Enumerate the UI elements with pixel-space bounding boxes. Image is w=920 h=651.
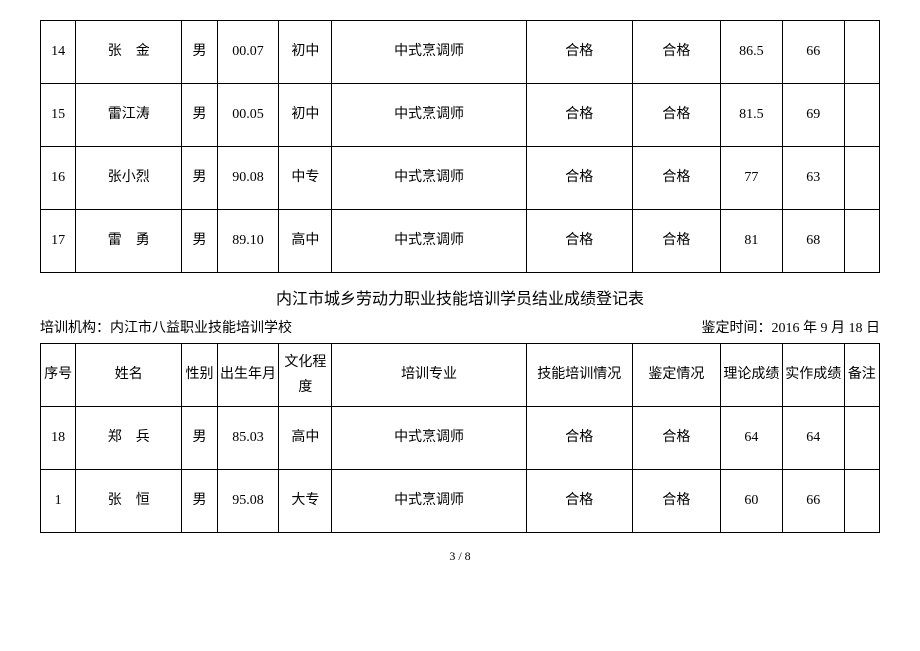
header-birth: 出生年月 [217,344,279,407]
cell-birth: 00.07 [217,21,279,84]
cell-remark [844,407,879,470]
info-line: 培训机构：内江市八益职业技能培训学校 鉴定时间：2016 年 9 月 18 日 [40,317,880,337]
cell-edu: 大专 [279,470,332,533]
cell-seq: 15 [41,84,76,147]
upper-table-body: 14张 金男00.07初中中式烹调师合格合格86.56615雷江涛男00.05初… [41,21,880,273]
table-row: 1张 恒男95.08大专中式烹调师合格合格6066 [41,470,880,533]
cell-eval: 合格 [632,21,720,84]
cell-major: 中式烹调师 [332,84,526,147]
cell-theory: 81 [721,210,783,273]
cell-eval: 合格 [632,210,720,273]
page-number: 3 / 8 [40,549,880,564]
eval-date: 鉴定时间：2016 年 9 月 18 日 [702,317,881,337]
cell-edu: 中专 [279,147,332,210]
lower-table: 序号 姓名 性别 出生年月 文化程度 培训专业 技能培训情况 鉴定情况 理论成绩… [40,343,880,533]
cell-gender: 男 [182,84,217,147]
cell-seq: 16 [41,147,76,210]
cell-major: 中式烹调师 [332,147,526,210]
cell-practice: 69 [782,84,844,147]
cell-edu: 初中 [279,21,332,84]
cell-name: 雷 勇 [76,210,182,273]
cell-theory: 64 [721,407,783,470]
cell-edu: 高中 [279,210,332,273]
header-name: 姓名 [76,344,182,407]
table-row: 18郑 兵男85.03高中中式烹调师合格合格6464 [41,407,880,470]
cell-seq: 14 [41,21,76,84]
cell-gender: 男 [182,210,217,273]
cell-remark [844,470,879,533]
cell-name: 张 恒 [76,470,182,533]
cell-major: 中式烹调师 [332,407,526,470]
cell-gender: 男 [182,21,217,84]
cell-skill: 合格 [526,407,632,470]
cell-remark [844,21,879,84]
header-seq: 序号 [41,344,76,407]
cell-skill: 合格 [526,470,632,533]
table-row: 14张 金男00.07初中中式烹调师合格合格86.566 [41,21,880,84]
section-title: 内江市城乡劳动力职业技能培训学员结业成绩登记表 [40,285,880,309]
header-remark: 备注 [844,344,879,407]
cell-birth: 00.05 [217,84,279,147]
cell-remark [844,210,879,273]
cell-name: 郑 兵 [76,407,182,470]
header-edu: 文化程度 [279,344,332,407]
cell-eval: 合格 [632,84,720,147]
cell-birth: 85.03 [217,407,279,470]
table-row: 15雷江涛男00.05初中中式烹调师合格合格81.569 [41,84,880,147]
table-row: 16张小烈男90.08中专中式烹调师合格合格7763 [41,147,880,210]
cell-gender: 男 [182,470,217,533]
cell-skill: 合格 [526,84,632,147]
cell-seq: 18 [41,407,76,470]
cell-gender: 男 [182,407,217,470]
cell-name: 张 金 [76,21,182,84]
cell-theory: 81.5 [721,84,783,147]
cell-skill: 合格 [526,147,632,210]
cell-major: 中式烹调师 [332,210,526,273]
cell-edu: 初中 [279,84,332,147]
cell-seq: 1 [41,470,76,533]
table-row: 17雷 勇男89.10高中中式烹调师合格合格8168 [41,210,880,273]
cell-name: 雷江涛 [76,84,182,147]
cell-seq: 17 [41,210,76,273]
header-major: 培训专业 [332,344,526,407]
cell-birth: 89.10 [217,210,279,273]
cell-theory: 86.5 [721,21,783,84]
cell-theory: 60 [721,470,783,533]
cell-practice: 63 [782,147,844,210]
cell-theory: 77 [721,147,783,210]
cell-practice: 66 [782,21,844,84]
cell-skill: 合格 [526,21,632,84]
cell-practice: 64 [782,407,844,470]
cell-birth: 95.08 [217,470,279,533]
cell-eval: 合格 [632,470,720,533]
cell-eval: 合格 [632,147,720,210]
cell-remark [844,84,879,147]
header-row: 序号 姓名 性别 出生年月 文化程度 培训专业 技能培训情况 鉴定情况 理论成绩… [41,344,880,407]
cell-practice: 68 [782,210,844,273]
header-gender: 性别 [182,344,217,407]
header-skill: 技能培训情况 [526,344,632,407]
cell-skill: 合格 [526,210,632,273]
cell-remark [844,147,879,210]
header-eval: 鉴定情况 [632,344,720,407]
lower-table-body: 18郑 兵男85.03高中中式烹调师合格合格64641张 恒男95.08大专中式… [41,407,880,533]
training-org: 培训机构：内江市八益职业技能培训学校 [40,317,292,337]
cell-practice: 66 [782,470,844,533]
cell-birth: 90.08 [217,147,279,210]
cell-major: 中式烹调师 [332,21,526,84]
cell-edu: 高中 [279,407,332,470]
cell-gender: 男 [182,147,217,210]
cell-name: 张小烈 [76,147,182,210]
cell-eval: 合格 [632,407,720,470]
upper-table: 14张 金男00.07初中中式烹调师合格合格86.56615雷江涛男00.05初… [40,20,880,273]
header-theory: 理论成绩 [721,344,783,407]
cell-major: 中式烹调师 [332,470,526,533]
header-practice: 实作成绩 [782,344,844,407]
